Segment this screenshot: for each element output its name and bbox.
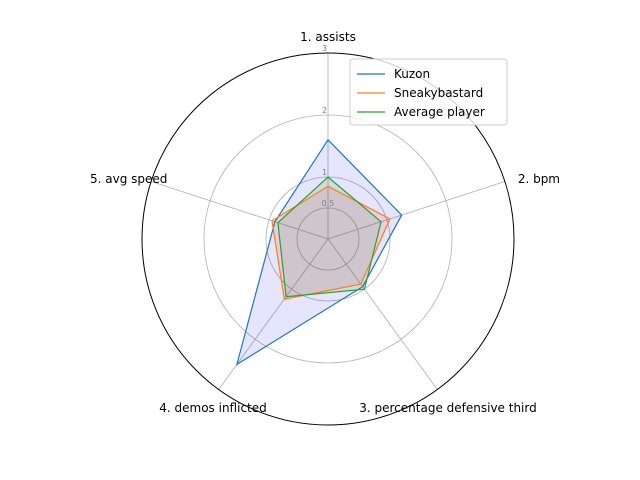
legend-box <box>349 58 508 126</box>
outer-frame <box>141 52 515 426</box>
axis-label-3: 3. percentage defensive third <box>359 401 536 415</box>
axis-label-4: 4. demos inflicted <box>159 401 267 415</box>
series-line-0 <box>235 138 403 366</box>
legend-label-2: Average player <box>394 105 485 119</box>
legend: Kuzon Sneakybastard Average player <box>349 58 508 126</box>
series-fill-0 <box>236 139 402 365</box>
legend-label-1: Sneakybastard <box>394 86 483 100</box>
r-tick-label: 3 <box>322 44 327 53</box>
label-layer: 0.5 1 2 31. assists 2. bpm 3. percentage defe… <box>90 30 560 415</box>
legend-label-0: Kuzon <box>394 67 430 81</box>
axis-label-5: 5. avg speed <box>90 172 167 186</box>
series-layer <box>235 138 403 366</box>
series-fill-1 <box>272 186 390 300</box>
series-line-1 <box>271 185 391 300</box>
r-tick-label: 1 <box>322 168 327 177</box>
r-tick-label: 0.5 <box>322 199 335 208</box>
spoke-3 <box>327 238 438 390</box>
axis-label-2: 2. bpm <box>518 172 560 186</box>
axis-label-1: 1. assists <box>300 30 356 44</box>
r-tick-label: 2 <box>322 106 327 115</box>
series-line-2 <box>277 176 382 298</box>
spoke-5 <box>150 181 329 240</box>
series-fill-2 <box>277 177 382 297</box>
spoke-2 <box>327 181 506 240</box>
